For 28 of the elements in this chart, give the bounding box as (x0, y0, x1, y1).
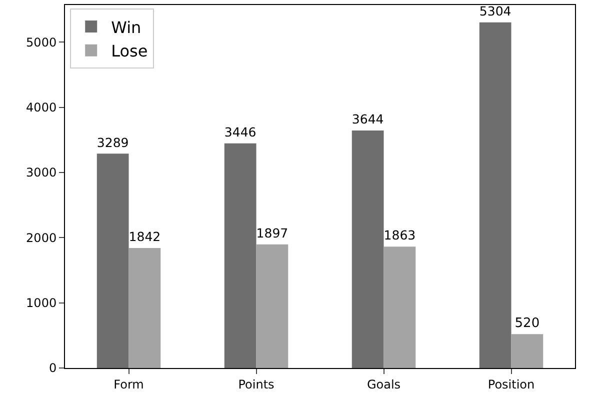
bar (256, 244, 288, 368)
x-tick-label: Position (488, 377, 535, 392)
data-label: 1897 (256, 226, 288, 241)
legend-label: Win (111, 18, 142, 37)
data-label: 520 (514, 316, 540, 332)
data-label: 3289 (96, 134, 129, 150)
bar (224, 143, 256, 368)
bar (128, 248, 161, 368)
bar (479, 22, 512, 368)
y-tick-label: 5000 (26, 35, 57, 50)
x-tick-label: Form (114, 377, 144, 392)
y-tick-label: 4000 (26, 100, 57, 115)
data-label: 1842 (128, 229, 161, 244)
data-label: 3644 (352, 112, 384, 127)
data-label: 1863 (384, 228, 416, 243)
bar (352, 130, 384, 368)
data-label: 5304 (479, 3, 512, 18)
data-label: 3446 (224, 124, 256, 140)
x-tick-label: Points (238, 377, 274, 392)
y-tick-label: 1000 (26, 296, 57, 310)
y-tick-label: 3000 (26, 166, 57, 180)
y-tick-label: 0 (48, 361, 57, 376)
y-tick-label: 2000 (26, 230, 57, 245)
bar (511, 334, 544, 368)
legend-label: Lose (111, 42, 148, 61)
bar (384, 246, 416, 368)
x-tick-label: Goals (366, 377, 401, 392)
bar (96, 154, 129, 368)
